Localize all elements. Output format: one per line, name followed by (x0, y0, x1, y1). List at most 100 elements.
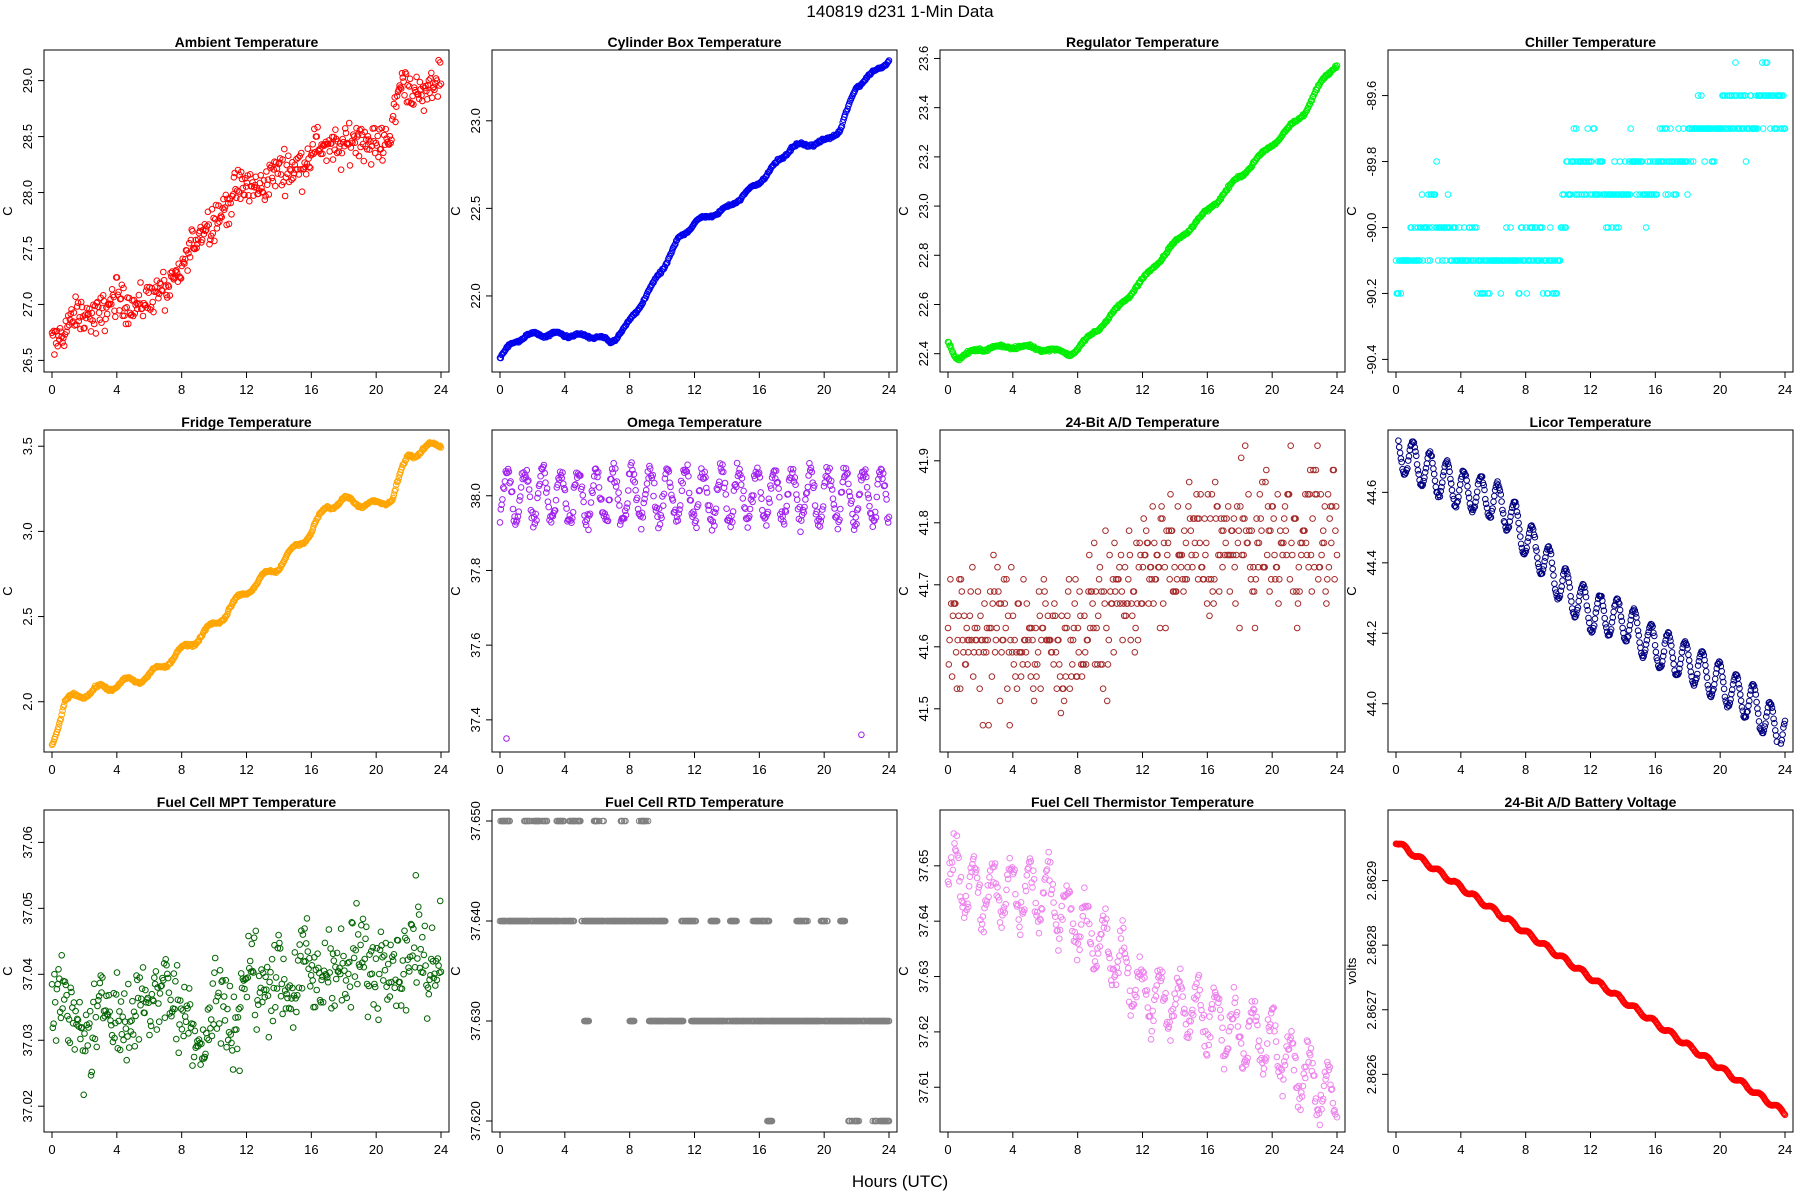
x-tick-label: 4 (113, 762, 120, 777)
data-point (173, 962, 181, 969)
data-point (78, 303, 86, 311)
data-point (151, 284, 159, 291)
data-point (507, 478, 514, 485)
data-point (203, 1029, 210, 1037)
x-tick-label: 0 (48, 1142, 55, 1157)
data-point (1687, 158, 1695, 165)
data-point (1683, 158, 1690, 165)
data-point (1315, 576, 1322, 583)
data-point (1202, 551, 1209, 559)
data-point (185, 250, 192, 257)
data-point (56, 324, 64, 332)
data-point (337, 166, 345, 173)
data-point (542, 479, 549, 487)
data-point (531, 520, 539, 527)
data-point (289, 174, 297, 182)
x-axis: 0 4 8 12 16 20 24 (1392, 751, 1792, 777)
y-tick-label: 23.0 (916, 193, 931, 218)
data-point (1755, 718, 1763, 725)
x-tick-label: 0 (944, 382, 951, 397)
data-point (277, 992, 285, 1000)
data-point (1730, 125, 1738, 132)
data-point (1274, 491, 1281, 498)
data-point (52, 1037, 60, 1044)
y-tick-label: 37.05 (20, 892, 35, 925)
data-point (1444, 191, 1452, 198)
data-point (845, 480, 852, 488)
data-point (421, 922, 429, 930)
data-point (1167, 491, 1174, 498)
data-point (1466, 224, 1474, 231)
data-point (1486, 290, 1493, 297)
data-point (1258, 527, 1265, 535)
data-point (1604, 224, 1612, 231)
data-point (95, 309, 103, 317)
y-axis: 2.02.53.03.5C (0, 437, 45, 711)
y-axis-label: C (896, 586, 911, 595)
data-point (314, 950, 321, 958)
data-points (496, 459, 893, 742)
data-point (187, 236, 195, 244)
data-point (1702, 668, 1710, 675)
data-point (1142, 527, 1150, 535)
data-point (1551, 257, 1559, 264)
data-point (425, 77, 433, 84)
data-point (304, 948, 312, 955)
data-point (191, 1027, 199, 1035)
data-point (269, 1017, 277, 1025)
data-point (142, 986, 149, 994)
y-tick-label: 41.8 (916, 510, 931, 535)
y-tick-label: 3.5 (20, 437, 35, 455)
data-point (112, 313, 119, 321)
data-point (397, 84, 404, 91)
data-point (722, 491, 730, 498)
data-point (1759, 59, 1766, 66)
data-point (347, 1004, 355, 1011)
data-point (434, 93, 442, 100)
data-point (757, 489, 765, 496)
data-point (1523, 290, 1530, 297)
x-tick-label: 16 (1200, 762, 1214, 777)
x-tick-label: 12 (687, 382, 701, 397)
data-point (56, 720, 63, 727)
data-point (1694, 92, 1702, 99)
data-point (1125, 576, 1132, 583)
data-point (1431, 191, 1439, 198)
data-point (1431, 477, 1439, 485)
data-point (300, 165, 308, 173)
data-point (1550, 572, 1557, 579)
data-point (739, 495, 747, 502)
data-point (744, 524, 752, 531)
data-point (238, 175, 246, 183)
data-point (1030, 697, 1038, 705)
data-point (285, 152, 292, 160)
data-point (616, 502, 623, 509)
data-point (156, 990, 164, 997)
data-point (1201, 515, 1208, 522)
x-tick-label: 24 (434, 762, 448, 777)
data-point (1187, 527, 1195, 535)
data-point (345, 119, 353, 127)
data-points (944, 62, 1341, 364)
data-point (345, 958, 353, 966)
y-tick-label: 28.5 (20, 124, 35, 149)
data-point (1720, 685, 1728, 693)
data-point (643, 480, 651, 487)
data-point (81, 1030, 88, 1037)
data-point (733, 459, 741, 467)
data-point (1131, 649, 1139, 656)
data-point (55, 966, 62, 973)
data-point (610, 459, 618, 467)
data-point (93, 1043, 100, 1051)
data-point (392, 118, 399, 126)
data-point (223, 1043, 230, 1051)
data-point (193, 244, 200, 252)
data-point (350, 954, 358, 962)
data-point (355, 152, 363, 160)
data-point (410, 101, 417, 108)
data-point (1419, 257, 1427, 264)
data-point (1096, 563, 1104, 571)
data-point (1616, 606, 1624, 614)
data-point (125, 1044, 133, 1051)
